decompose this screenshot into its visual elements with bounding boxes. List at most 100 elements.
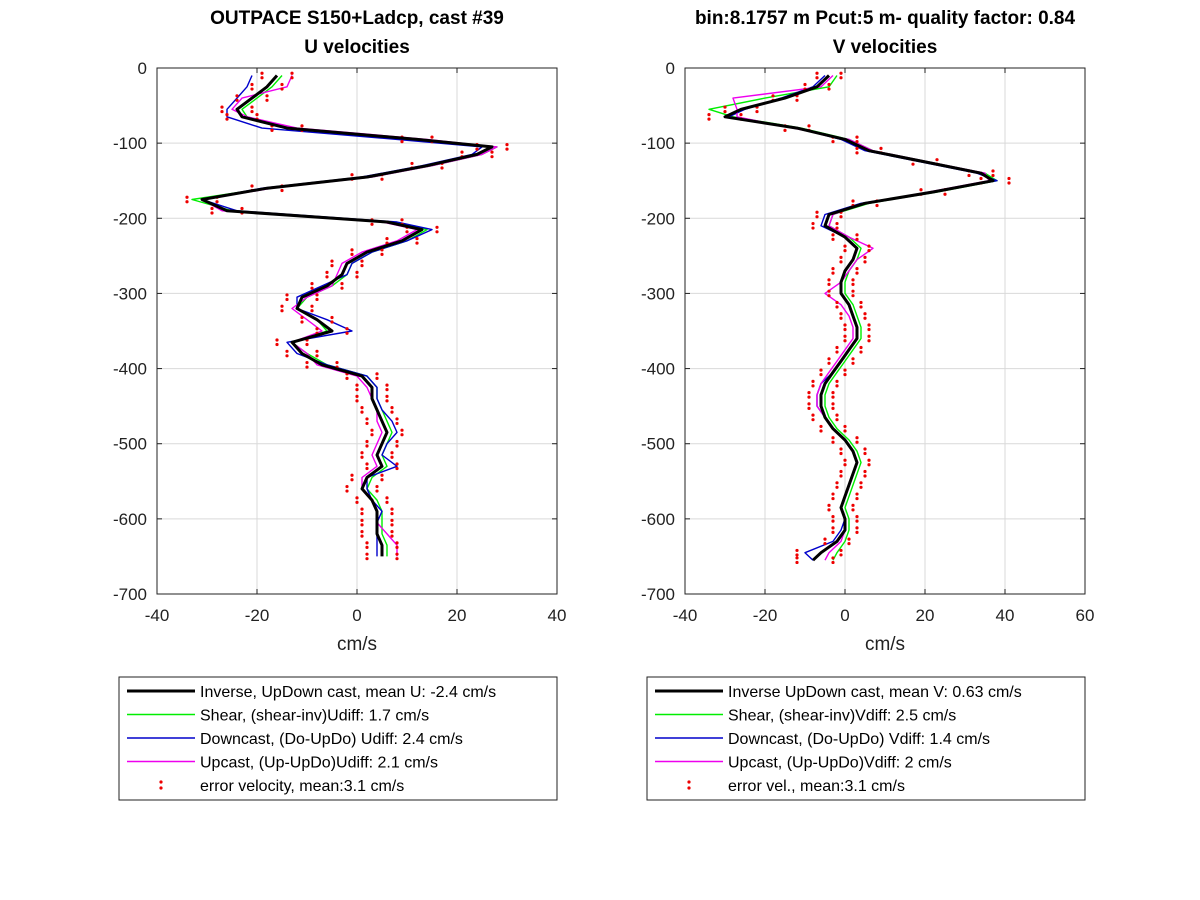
u-error-velocity-point bbox=[235, 94, 239, 98]
u-error-velocity-point bbox=[265, 98, 269, 102]
v-error-velocity-point bbox=[815, 71, 819, 75]
u-error-velocity-point bbox=[395, 439, 399, 444]
v-error-velocity-point bbox=[831, 496, 835, 501]
v-error-velocity-point bbox=[863, 447, 867, 451]
v-legend-swatch-error bbox=[687, 780, 691, 784]
u-title-line1: OUTPACE S150+Ladcp, cast #39 bbox=[210, 8, 504, 29]
u-error-velocity-point bbox=[360, 264, 364, 268]
u-error-velocity-point bbox=[355, 275, 359, 279]
v-error-velocity-point bbox=[795, 548, 799, 553]
v-x-axis-label: cm/s bbox=[865, 634, 905, 655]
v-error-velocity-point bbox=[839, 469, 843, 474]
u-error-velocity-point bbox=[330, 259, 334, 263]
v-error-velocity-point bbox=[831, 492, 835, 496]
v-legend: Inverse UpDown cast, mean V: 0.63 cm/s Sh… bbox=[646, 676, 1086, 801]
v-error-velocity-point bbox=[855, 233, 859, 237]
u-error-velocity-point bbox=[400, 140, 404, 144]
u-title-line2: U velocities bbox=[304, 37, 410, 58]
u-error-velocity-point bbox=[395, 541, 399, 545]
u-error-velocity-point bbox=[315, 327, 319, 331]
u-error-velocity-point bbox=[400, 428, 404, 432]
v-error-velocity-point bbox=[851, 361, 855, 365]
u-x-tick-label: -40 bbox=[145, 606, 170, 625]
v-error-velocity-point bbox=[811, 418, 815, 422]
v-error-velocity-point bbox=[831, 140, 835, 144]
v-velocity-panel: bin:8.1757 m Pcut:5 m- quality factor: 0… bbox=[641, 8, 1094, 801]
v-error-velocity-point bbox=[819, 424, 823, 429]
u-error-velocity-point bbox=[390, 455, 394, 459]
v-error-velocity-point bbox=[815, 76, 819, 80]
v-error-velocity-point bbox=[811, 379, 815, 383]
u-inverse-profile-line bbox=[200, 74, 494, 557]
v-legend-label-upcast: Upcast, (Up-UpDo)Vdiff: 2 cm/s bbox=[728, 755, 952, 772]
u-error-velocity-point bbox=[310, 286, 314, 290]
u-error-velocity-point bbox=[360, 530, 364, 534]
v-error-velocity-point bbox=[855, 519, 859, 523]
u-error-velocity-point bbox=[220, 105, 224, 109]
v-error-velocity-point bbox=[867, 339, 871, 343]
u-error-velocity-point bbox=[280, 188, 284, 193]
u-error-velocity-point bbox=[415, 236, 419, 241]
u-y-tick-label: -600 bbox=[113, 510, 147, 529]
u-error-velocity-point bbox=[350, 252, 354, 256]
v-error-velocity-point bbox=[819, 372, 823, 377]
v-error-velocity-point bbox=[843, 424, 847, 429]
u-shear-profile-line bbox=[191, 75, 498, 557]
u-error-velocity-point bbox=[355, 388, 359, 392]
v-error-velocity-point bbox=[831, 391, 835, 395]
v-error-velocity-point bbox=[1007, 176, 1011, 181]
v-error-velocity-point bbox=[835, 226, 839, 230]
u-error-velocity-point bbox=[265, 94, 269, 98]
v-error-velocity-point bbox=[839, 553, 843, 557]
u-error-velocity-point bbox=[395, 466, 399, 471]
u-error-velocity-point bbox=[350, 473, 354, 477]
u-error-velocity-point bbox=[395, 557, 399, 561]
v-error-velocity-point bbox=[815, 210, 819, 214]
v-y-tick-label: 0 bbox=[666, 59, 675, 78]
u-error-velocity-point bbox=[220, 109, 224, 114]
v-error-velocity-point bbox=[807, 395, 811, 399]
v-legend-swatch-error bbox=[687, 786, 691, 790]
v-error-velocity-point bbox=[839, 312, 843, 316]
u-error-velocity-point bbox=[225, 117, 229, 121]
u-error-velocity-point bbox=[250, 105, 254, 109]
u-error-velocity-point bbox=[365, 439, 369, 444]
v-error-velocity-point bbox=[811, 221, 815, 226]
u-error-velocity-point bbox=[275, 342, 279, 347]
v-error-velocity-point bbox=[839, 548, 843, 553]
v-error-velocity-point bbox=[867, 244, 871, 248]
v-error-velocity-point bbox=[855, 237, 859, 241]
v-legend-label-error: error vel., mean:3.1 cm/s bbox=[728, 778, 905, 795]
u-error-velocity-point bbox=[365, 444, 369, 448]
v-error-velocity-point bbox=[827, 503, 831, 507]
v-error-velocity-point bbox=[795, 98, 799, 102]
v-error-velocity-point bbox=[851, 503, 855, 507]
u-error-velocity-point bbox=[360, 406, 364, 410]
u-error-velocity-point bbox=[390, 518, 394, 522]
v-error-velocity-point bbox=[867, 323, 871, 327]
u-error-velocity-point bbox=[360, 523, 364, 527]
u-error-velocity-point bbox=[360, 507, 364, 511]
v-error-velocity-point bbox=[859, 485, 863, 489]
u-y-tick-label: 0 bbox=[138, 59, 147, 78]
u-legend-swatch-error bbox=[159, 786, 163, 790]
v-error-velocity-point bbox=[835, 485, 839, 489]
u-error-velocity-point bbox=[225, 112, 229, 117]
v-y-tick-label: -400 bbox=[641, 360, 675, 379]
v-error-velocity-point bbox=[855, 271, 859, 275]
v-error-velocity-point bbox=[855, 140, 859, 144]
v-legend-item-error: error vel., mean:3.1 cm/s bbox=[687, 778, 905, 795]
u-error-velocity-point bbox=[385, 496, 389, 500]
u-error-velocity-point bbox=[370, 428, 374, 432]
v-plot-area bbox=[707, 71, 1011, 565]
u-error-velocity-point bbox=[365, 541, 369, 545]
u-error-velocity-point bbox=[260, 76, 264, 80]
v-y-tick-label: -200 bbox=[641, 209, 675, 228]
u-error-velocity-point bbox=[375, 484, 379, 489]
u-error-velocity-point bbox=[250, 87, 254, 91]
v-error-velocity-point bbox=[827, 289, 831, 293]
u-legend: Inverse, UpDown cast, mean U: -2.4 cm/s S… bbox=[118, 676, 558, 801]
u-error-velocity-point bbox=[330, 264, 334, 268]
u-x-tick-label: -20 bbox=[245, 606, 270, 625]
v-legend-item-shear: Shear, (shear-inv)Vdiff: 2.5 cm/s bbox=[655, 708, 956, 725]
